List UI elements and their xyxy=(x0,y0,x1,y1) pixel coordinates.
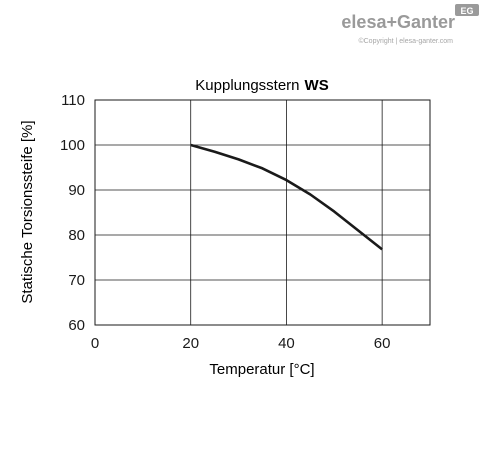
y-tick-label: 100 xyxy=(60,137,85,154)
y-axis-label: Statische Torsionssteife [%] xyxy=(19,120,36,303)
series-group xyxy=(190,143,383,251)
y-tick-label: 110 xyxy=(61,92,85,109)
x-axis-label: Temperatur [°C] xyxy=(209,361,314,378)
brand-copyright: ©Copyright | elesa-ganter.com xyxy=(358,37,453,45)
tick-labels: 0 20 40 60 60 70 80 90 100 110 xyxy=(60,92,391,352)
y-tick-label: 80 xyxy=(68,227,85,244)
x-tick-label: 20 xyxy=(182,335,199,352)
brand-logo-text: elesa+Ganter xyxy=(341,12,455,32)
series-line xyxy=(190,143,383,251)
chart-title-text: Kupplungsstern xyxy=(195,77,299,94)
y-tick-label: 90 xyxy=(68,182,85,199)
brand-badge-text: EG xyxy=(460,6,473,16)
chart-title-bold: WS xyxy=(305,77,329,94)
x-tick-label: 40 xyxy=(278,335,295,352)
plot-frame xyxy=(94,99,431,326)
grid xyxy=(95,99,431,325)
y-tick-label: 60 xyxy=(68,317,85,334)
chart-title: Kupplungsstern WS xyxy=(195,77,328,94)
x-tick-label: 0 xyxy=(91,335,99,352)
y-tick-label: 70 xyxy=(68,272,85,289)
x-tick-label: 60 xyxy=(374,335,391,352)
brand-logo: elesa+Ganter EG ©Copyright | elesa-gante… xyxy=(341,4,479,45)
brand-badge-icon xyxy=(455,4,479,16)
